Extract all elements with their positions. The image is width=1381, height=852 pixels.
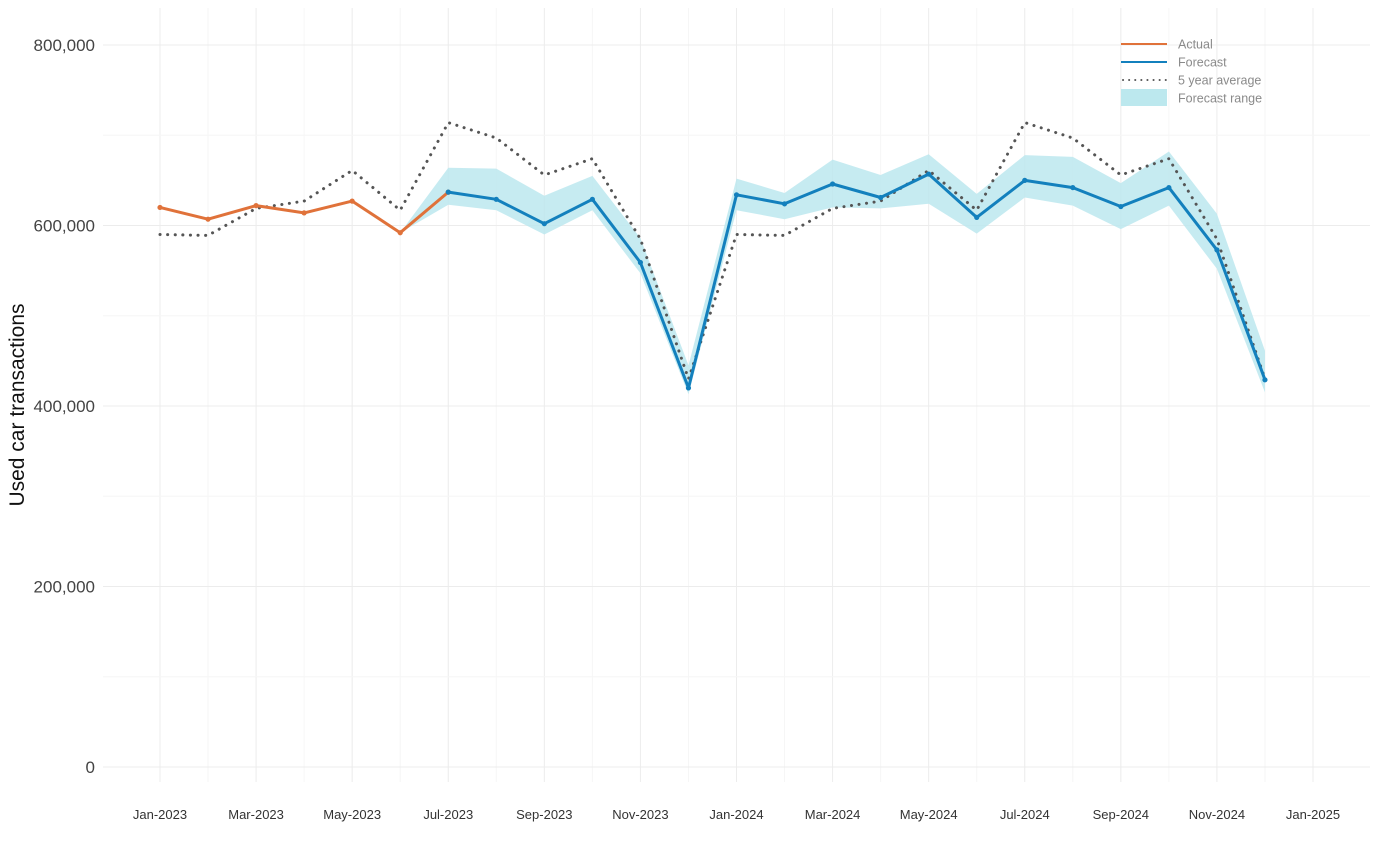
x-tick-label: Sep-2023 [516, 807, 572, 822]
forecast-point [974, 214, 980, 220]
legend: Actual Forecast 5 year average Forecast ran… [1121, 38, 1262, 106]
forecast-point [541, 221, 547, 227]
series-line-forecast [446, 172, 1267, 390]
actual-point [397, 230, 403, 236]
x-tick-label: Jan-2024 [709, 807, 763, 822]
x-tick-label: Jan-2023 [133, 807, 187, 822]
legend-label-average: 5 year average [1178, 74, 1261, 88]
forecast-range-layer [400, 151, 1265, 395]
x-tick-label: Jan-2025 [1286, 807, 1340, 822]
forecast-point [781, 201, 788, 207]
axis-layer: 0 200,000 400,000 600,000 800,000 Jan-2023 Mar… [34, 36, 1341, 822]
x-tick-label: Sep-2024 [1093, 807, 1149, 822]
x-tick-label: Nov-2023 [612, 807, 668, 822]
x-tick-label: Mar-2023 [228, 807, 284, 822]
forecast-point [1022, 177, 1028, 183]
x-tick-label: Mar-2024 [805, 807, 861, 822]
forecast-point [1070, 184, 1076, 191]
x-tick-label: Jul-2023 [423, 807, 473, 822]
series-layer [157, 171, 1268, 391]
y-tick-label: 600,000 [34, 217, 95, 236]
forecast-point [926, 171, 932, 177]
legend-label-range: Forecast range [1178, 92, 1262, 106]
y-tick-label: 200,000 [34, 578, 95, 597]
x-tick-label: Jul-2024 [1000, 807, 1050, 822]
actual-point [301, 210, 307, 216]
forecast-point [1118, 203, 1124, 210]
actual-point [253, 203, 259, 209]
forecast-range-band [400, 151, 1265, 395]
forecast-point [445, 189, 451, 195]
legend-label-forecast: Forecast [1178, 56, 1227, 70]
forecast-point [493, 196, 499, 202]
forecast-point [829, 181, 836, 187]
forecast-point [637, 259, 644, 266]
y-tick-label: 400,000 [34, 397, 95, 416]
forecast-point [733, 192, 740, 198]
y-tick-label: 0 [86, 758, 95, 777]
x-tick-label: May-2024 [900, 807, 958, 822]
y-tick-label: 800,000 [34, 36, 95, 55]
actual-point [205, 216, 211, 222]
actual-point [157, 204, 163, 211]
actual-point [349, 198, 355, 204]
forecast-point [1166, 184, 1172, 191]
legend-label-actual: Actual [1178, 38, 1213, 52]
forecast-point [685, 385, 692, 391]
y-axis-title: Used car transactions [6, 303, 29, 506]
forecast-point [878, 194, 884, 201]
legend-swatch-range [1121, 89, 1167, 106]
average-layer [158, 121, 1267, 381]
forecast-point [1262, 377, 1268, 383]
x-tick-label: May-2023 [323, 807, 381, 822]
x-tick-label: Nov-2024 [1189, 807, 1245, 822]
forecast-point [1214, 247, 1220, 253]
grid-layer [103, 8, 1370, 782]
forecast-point [589, 196, 595, 202]
series-line-5-year-average [158, 121, 1267, 381]
